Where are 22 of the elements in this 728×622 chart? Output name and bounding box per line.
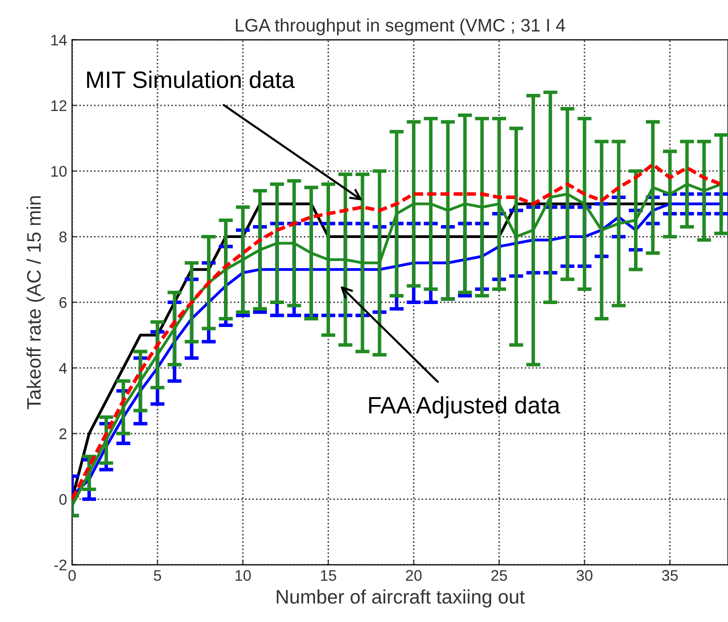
y-tick-label: 14 <box>51 34 67 46</box>
x-tick-label: 0 <box>68 570 76 581</box>
annotation: FAA Adjusted data <box>369 396 560 418</box>
x-tick-label: 25 <box>491 570 507 581</box>
y-tick-label: -2 <box>54 560 66 570</box>
x-tick-label: 15 <box>320 570 336 581</box>
y-tick-label: 12 <box>51 100 66 111</box>
x-tick-label: 5 <box>154 570 162 581</box>
y-tick-label: 4 <box>59 362 67 374</box>
y-tick-label: 6 <box>59 297 67 308</box>
x-tick-label: 30 <box>576 570 592 581</box>
y-tick-label: 10 <box>51 166 67 177</box>
x-tick-label: 20 <box>406 570 422 581</box>
chart-title: LGA throughput in segment (VMC ; 31 I 4 <box>236 18 566 36</box>
y-tick-label: 8 <box>59 232 67 242</box>
y-axis-title: Takeoff rate (AC / 15 min <box>26 196 45 410</box>
x-tick-label: 10 <box>236 570 251 581</box>
y-tick-label: 0 <box>59 494 67 505</box>
y-tick-label: 2 <box>59 428 66 440</box>
x-tick-label: 35 <box>662 570 678 581</box>
x-axis-title: Number of aircraft taxiing out <box>276 589 525 608</box>
annotation: MIT Simulation data <box>87 70 295 88</box>
